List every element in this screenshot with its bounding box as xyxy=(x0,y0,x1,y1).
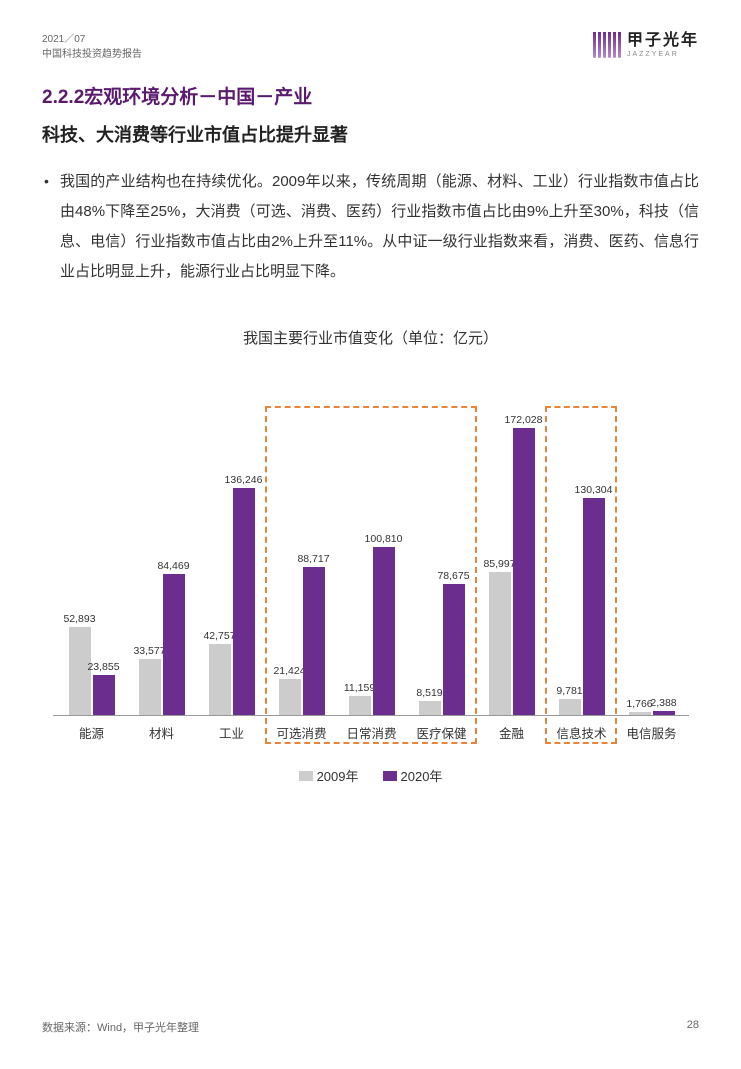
header-meta: 2021／07 中国科技投资趋势报告 xyxy=(42,32,142,62)
bar-chart: 52,89323,855能源33,57784,469材料42,757136,24… xyxy=(51,376,691,756)
bar-value-label: 23,855 xyxy=(87,661,119,673)
bar-value-label: 42,757 xyxy=(203,630,235,642)
bar-value-label: 85,997 xyxy=(483,558,515,570)
bar-group: 52,89323,855能源 xyxy=(57,627,127,715)
bar-value-label: 172,028 xyxy=(505,414,543,426)
bar-value-label: 78,675 xyxy=(437,570,469,582)
bar: 84,469 xyxy=(163,574,185,715)
category-label: 能源 xyxy=(79,723,104,742)
bar: 42,757 xyxy=(209,644,231,715)
bar: 9,781 xyxy=(559,699,581,715)
bar: 2,388 xyxy=(653,711,675,715)
legend-item: 2020年 xyxy=(383,766,443,785)
bar: 1,766 xyxy=(629,712,651,715)
bar: 85,997 xyxy=(489,572,511,715)
bar-group: 85,997172,028金融 xyxy=(477,428,547,715)
page-number: 28 xyxy=(687,1019,699,1035)
bar-value-label: 88,717 xyxy=(297,553,329,565)
bar: 172,028 xyxy=(513,428,535,715)
chart-legend: 2009年 2020年 xyxy=(42,766,699,785)
bar-group: 9,781130,304信息技术 xyxy=(547,498,617,715)
bar: 88,717 xyxy=(303,567,325,715)
bar-group: 8,51978,675医疗保健 xyxy=(407,584,477,715)
category-label: 可选消费 xyxy=(276,723,326,742)
header-report: 中国科技投资趋势报告 xyxy=(42,47,142,62)
category-label: 金融 xyxy=(499,723,524,742)
bar: 23,855 xyxy=(93,675,115,715)
bar: 33,577 xyxy=(139,659,161,715)
legend-label: 2009年 xyxy=(317,766,359,785)
page-footer: 数据来源：Wind，甲子光年整理 28 xyxy=(42,1019,699,1035)
chart-title: 我国主要行业市值变化（单位：亿元） xyxy=(42,327,699,348)
bar-group: 42,757136,246工业 xyxy=(197,488,267,715)
legend-item: 2009年 xyxy=(299,766,359,785)
header-date: 2021／07 xyxy=(42,32,142,47)
bar-value-label: 1,766 xyxy=(626,698,652,710)
legend-swatch xyxy=(383,771,397,781)
subtitle: 科技、大消费等行业市值占比提升显著 xyxy=(42,121,699,147)
category-label: 材料 xyxy=(149,723,174,742)
bar-value-label: 136,246 xyxy=(225,474,263,486)
bar-value-label: 11,159 xyxy=(344,682,375,694)
category-label: 信息技术 xyxy=(556,723,606,742)
bar-value-label: 52,893 xyxy=(63,613,95,625)
logo-icon xyxy=(593,32,621,58)
bar-group: 21,42488,717可选消费 xyxy=(267,567,337,715)
bar-value-label: 2,388 xyxy=(650,697,676,709)
category-label: 医疗保健 xyxy=(416,723,466,742)
bar: 8,519 xyxy=(419,701,441,715)
bar-value-label: 33,577 xyxy=(133,645,165,657)
bar-group: 33,57784,469材料 xyxy=(127,574,197,715)
bar-value-label: 9,781 xyxy=(556,685,582,697)
bar: 21,424 xyxy=(279,679,301,715)
category-label: 工业 xyxy=(219,723,244,742)
bar-value-label: 130,304 xyxy=(575,484,613,496)
bar: 130,304 xyxy=(583,498,605,715)
brand-name-en: JAZZYEAR xyxy=(627,51,699,58)
section-title: 2.2.2宏观环境分析－中国－产业 xyxy=(42,82,699,109)
bar: 78,675 xyxy=(443,584,465,715)
bar-value-label: 8,519 xyxy=(416,687,442,699)
bar-value-label: 84,469 xyxy=(157,560,189,572)
body-paragraph: 我国的产业结构也在持续优化。2009年以来，传统周期（能源、材料、工业）行业指数… xyxy=(42,167,699,287)
brand-name-cn: 甲子光年 xyxy=(627,33,699,49)
bar-value-label: 21,424 xyxy=(273,665,305,677)
legend-label: 2020年 xyxy=(401,766,443,785)
brand-logo: 甲子光年 JAZZYEAR xyxy=(593,32,699,58)
bar: 136,246 xyxy=(233,488,255,715)
data-source: 数据来源：Wind，甲子光年整理 xyxy=(42,1019,199,1035)
bar: 100,810 xyxy=(373,547,395,715)
legend-swatch xyxy=(299,771,313,781)
bar-group: 1,7662,388电信服务 xyxy=(617,711,687,715)
bar: 11,159 xyxy=(349,696,371,715)
bar-value-label: 100,810 xyxy=(365,533,403,545)
category-label: 日常消费 xyxy=(346,723,396,742)
bar-group: 11,159100,810日常消费 xyxy=(337,547,407,715)
page-header: 2021／07 中国科技投资趋势报告 甲子光年 JAZZYEAR xyxy=(42,32,699,62)
category-label: 电信服务 xyxy=(626,723,676,742)
